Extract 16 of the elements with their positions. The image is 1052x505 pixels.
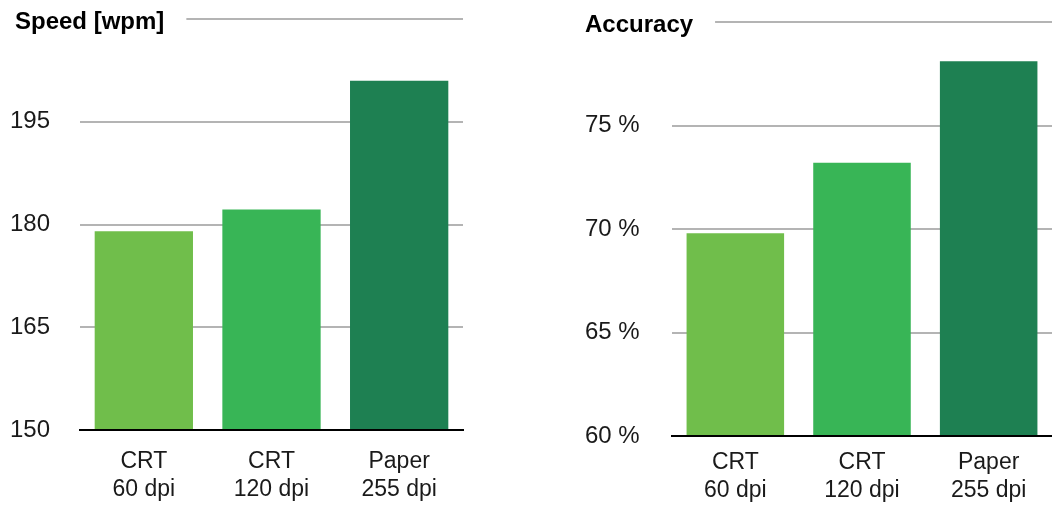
chart-title: Accuracy <box>585 9 694 37</box>
y-tick-label: 75 % <box>585 110 640 138</box>
chart-title: Speed [wpm] <box>15 6 165 34</box>
y-tick-label: 165 <box>10 311 51 339</box>
x-tick-label: CRT 60 dpi <box>704 448 767 502</box>
x-tick-label: CRT 120 dpi <box>233 447 310 501</box>
y-tick-label: 70 % <box>585 213 640 241</box>
y-tick-label: 180 <box>10 209 51 237</box>
x-tick-label: Paper 255 dpi <box>950 448 1027 502</box>
y-tick-label: 195 <box>10 106 51 134</box>
y-tick-label: 65 % <box>585 317 640 345</box>
y-tick-label: 150 <box>10 414 51 442</box>
x-tick-label: CRT 60 dpi <box>112 447 176 501</box>
y-tick-label: 60 % <box>585 420 640 448</box>
x-tick-label: Paper 255 dpi <box>361 447 437 501</box>
x-tick-label: CRT 120 dpi <box>824 448 900 502</box>
